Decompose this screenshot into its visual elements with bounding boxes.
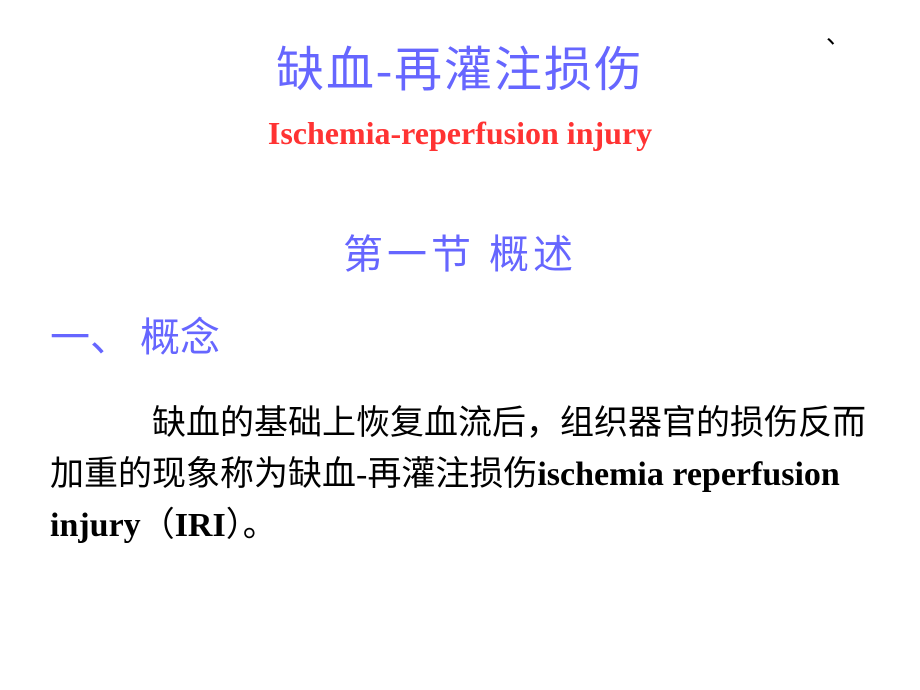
subsection-label: 一、 概念: [50, 305, 870, 363]
body-text-2: （: [141, 507, 175, 544]
title-english: Ischemia-reperfusion injury: [50, 115, 870, 152]
body-text-3: ）。: [226, 507, 277, 544]
body-abbreviation: IRI: [175, 507, 226, 544]
section-title: 第一节 概述: [50, 222, 870, 280]
body-paragraph: 缺血的基础上恢复血流后，组织器官的损伤反而加重的现象称为缺血-再灌注损伤isch…: [50, 398, 870, 551]
slide-container: 、 缺血-再灌注损伤 Ischemia-reperfusion injury 第…: [0, 0, 920, 690]
title-chinese: 缺血-再灌注损伤: [50, 30, 870, 100]
corner-mark: 、: [826, 15, 850, 50]
